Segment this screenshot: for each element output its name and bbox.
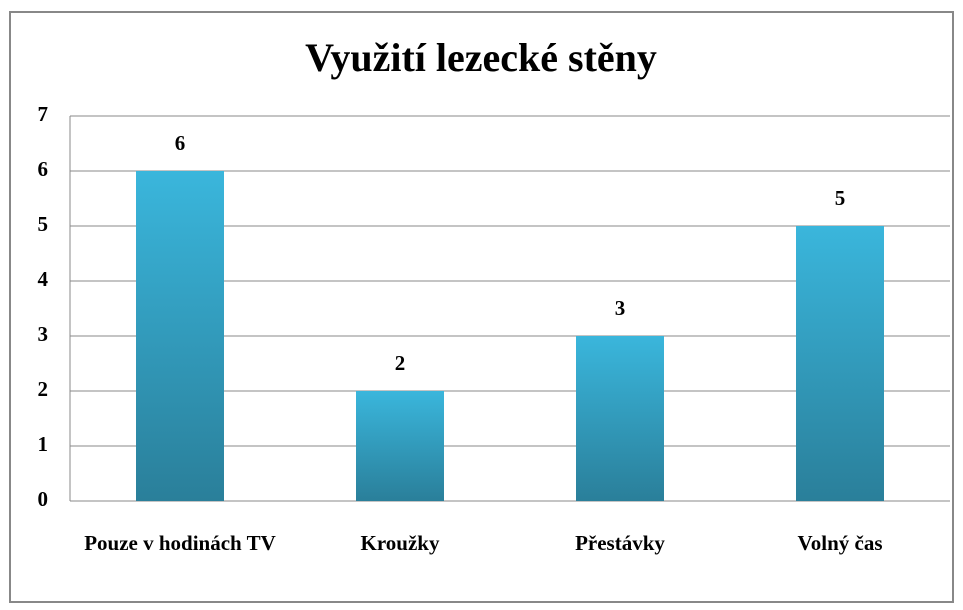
y-tick-label: 1 [38,432,49,456]
data-label: 5 [835,186,846,210]
data-label: 3 [615,296,626,320]
x-tick-label: Kroužky [360,531,440,555]
x-tick-label: Přestávky [575,531,665,555]
y-tick-label: 2 [38,377,49,401]
bar [356,391,444,501]
y-tick-label: 3 [38,322,49,346]
y-tick-label: 0 [38,487,49,511]
y-tick-label: 5 [38,212,49,236]
x-tick-label: Volný čas [797,531,883,555]
bar [136,171,224,501]
y-tick-label: 4 [38,267,49,291]
x-tick-label: Pouze v hodinách TV [84,531,276,555]
bar [796,226,884,501]
data-label: 6 [175,131,186,155]
bar [576,336,664,501]
chart-title: Využití lezecké stěny [305,35,657,80]
data-label: 2 [395,351,406,375]
y-tick-label: 6 [38,157,49,181]
y-tick-label: 7 [38,102,49,126]
